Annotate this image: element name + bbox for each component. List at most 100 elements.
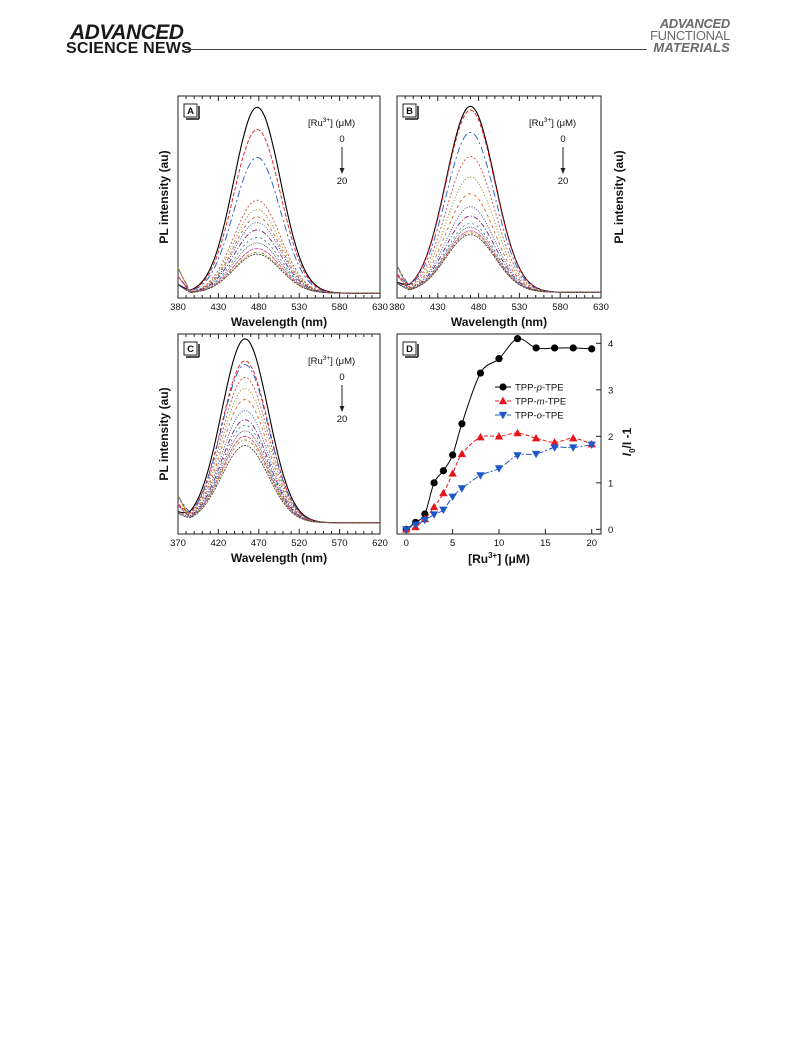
- spectrum-curve: [396, 109, 601, 293]
- concentration-label-unit: ] (μM): [330, 118, 355, 129]
- legend-label: TPP-p-TPE: [515, 383, 564, 394]
- journal-logo: ADVANCED FUNCTIONAL MATERIALS: [650, 16, 731, 54]
- spectrum-curve: [396, 176, 601, 293]
- spectrum-curve: [396, 226, 601, 293]
- legend-label-prefix: TPP-: [515, 397, 537, 408]
- y-axis-label: I0/I -1: [620, 427, 637, 456]
- spectrum-curve: [396, 234, 601, 293]
- spectrum-curve: [177, 129, 380, 294]
- data-point: [495, 355, 503, 363]
- concentration-label-sup: 3+: [544, 117, 552, 124]
- x-axis-label: Wavelength (nm): [231, 315, 327, 329]
- concentration-end: 20: [558, 176, 569, 187]
- concentration-label-main: [Ru: [529, 118, 544, 129]
- x-tick-label: 5: [450, 538, 455, 549]
- x-tick-label: 630: [593, 302, 609, 313]
- spectrum-curve: [177, 199, 380, 294]
- data-point: [550, 444, 559, 452]
- spectrum-curve: [396, 206, 601, 293]
- panel-letter: A: [187, 106, 194, 117]
- data-point: [429, 502, 439, 511]
- x-tick-label: 570: [332, 538, 348, 549]
- spectrum-curve: [177, 435, 380, 524]
- panel-c: 370 420 470 520 570 620 C [Ru3+] (μM) 0 20 Wavelen…: [157, 333, 388, 565]
- spectrum-curve: [177, 424, 380, 524]
- panel-tag-box: [402, 103, 417, 118]
- data-point: [448, 469, 457, 477]
- data-point: [513, 452, 522, 460]
- x-tick-label: 520: [291, 538, 307, 549]
- y-axis-label: PL intensity (au): [157, 387, 171, 480]
- legend-label-prefix: TPP-: [515, 383, 537, 394]
- legend-label-isomer: o: [537, 411, 542, 422]
- journal-line-2: FUNCTIONAL: [650, 28, 731, 43]
- data-point: [420, 516, 430, 525]
- legend-label-isomer: p: [536, 383, 542, 394]
- data-point: [457, 485, 467, 493]
- spectrum-curve: [396, 131, 601, 293]
- spectrum-curve: [177, 377, 380, 524]
- spectrum-curve: [177, 399, 380, 524]
- y-axis-label-main: I: [620, 452, 634, 456]
- data-point: [458, 420, 466, 428]
- concentration-label: [Ru3+] (μM): [308, 117, 355, 129]
- y-axis-label-rest: /I -1: [620, 427, 634, 448]
- x-tick-label: 20: [586, 538, 597, 549]
- legend-label: TPP-o-TPE: [515, 411, 564, 422]
- concentration-end: 20: [337, 176, 348, 187]
- panel-a: 380 430 480 530 580 630 A [Ru3+] (μM) 0 20 Wavelen…: [157, 95, 388, 329]
- x-tick-label: 620: [372, 538, 388, 549]
- spectrum-curve: [396, 232, 601, 293]
- concentration-label-sup: 3+: [323, 117, 331, 124]
- concentration-label: [Ru3+] (μM): [529, 117, 576, 129]
- concentration-arrow-head: [560, 168, 566, 174]
- journal-line-1: ADVANCED: [659, 16, 731, 31]
- header-rule: [185, 49, 647, 50]
- data-point: [588, 345, 596, 353]
- data-point: [476, 433, 485, 441]
- concentration-arrow-head: [339, 168, 345, 174]
- x-axis-label-unit: ] (μM): [497, 552, 530, 566]
- series-line: [406, 432, 592, 530]
- data-point: [550, 438, 559, 446]
- x-tick-label: 430: [430, 302, 446, 313]
- data-point: [513, 428, 522, 437]
- legend-label-suffix: -TPE: [542, 383, 564, 394]
- y-tick-label: 3: [608, 385, 613, 396]
- spectrum-curve: [177, 156, 380, 294]
- data-point: [494, 465, 504, 473]
- panel-letter: D: [406, 344, 413, 355]
- data-point: [439, 506, 448, 515]
- y-axis-label-sub: 0: [628, 448, 637, 453]
- data-point: [568, 433, 578, 442]
- concentration-start: 0: [339, 134, 344, 145]
- spectrum-curve: [177, 430, 380, 524]
- panel-tag-box: [402, 341, 417, 356]
- x-tick-label: 580: [552, 302, 568, 313]
- x-axis-label-sup: 3+: [488, 551, 497, 560]
- spectrum-curve: [177, 242, 380, 294]
- x-tick-label: 530: [291, 302, 307, 313]
- x-axis-label: Wavelength (nm): [231, 551, 327, 565]
- x-tick-label: 420: [210, 538, 226, 549]
- legend-marker: [498, 411, 508, 420]
- y-tick-label: 0: [608, 525, 613, 536]
- data-point: [448, 493, 457, 501]
- x-tick-label: 10: [494, 538, 505, 549]
- legend-label: TPP-m-TPE: [515, 397, 566, 408]
- y-tick-label: 1: [608, 478, 613, 489]
- x-tick-label: 380: [170, 302, 186, 313]
- data-point: [457, 449, 467, 458]
- data-point: [402, 526, 411, 534]
- data-point: [551, 344, 559, 352]
- spectrum-curve: [396, 230, 601, 293]
- concentration-label-main: [Ru: [308, 356, 323, 367]
- data-point: [476, 369, 485, 377]
- x-tick-label: 480: [251, 302, 267, 313]
- data-point: [569, 344, 577, 352]
- spectrum-curve: [177, 216, 380, 294]
- plot-frame: [177, 95, 381, 299]
- x-tick-label: 0: [404, 538, 409, 549]
- spectrum-curve: [396, 193, 601, 293]
